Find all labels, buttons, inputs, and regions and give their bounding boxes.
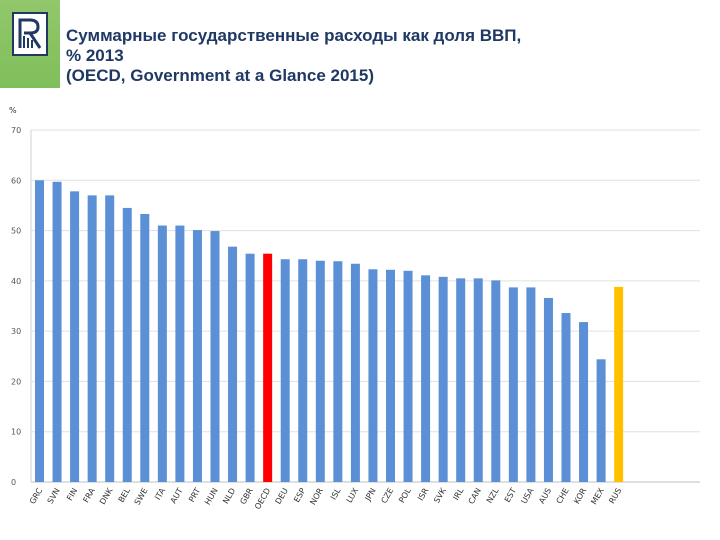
bar-can [473,278,483,482]
y-tick-label: 30 [11,327,21,336]
x-tick-label: USA [520,486,536,505]
x-axis-labels: GRC SVN FIN FRA DNK BEL SWE ITA AUT PRT HUN NLD GBRO… [28,486,623,511]
x-tick-label: KOR [572,486,588,505]
y-unit-label: % [9,106,17,115]
bar-kor [579,322,589,482]
y-tick-label: 20 [11,377,21,386]
x-tick-label: SVN [46,486,62,505]
x-tick-label: SVK [432,486,448,505]
x-tick-label: NOR [308,486,325,506]
bar-usa [526,287,536,482]
bar-fin [70,191,80,482]
y-tick-label: 40 [11,277,21,286]
x-tick-label: GRC [28,486,44,506]
bar-dnk [105,195,115,482]
bars [35,180,624,483]
bar-isl [333,261,343,482]
x-tick-label: ESP [292,486,307,504]
bar-grc [35,180,44,483]
y-axis-labels: 0 10 20 30 40 50 60 70 [11,126,21,487]
bar-isr [421,275,431,482]
bar-jpn [368,269,378,482]
bar-lux [350,263,360,482]
bar-swe [140,213,150,482]
x-tick-label: ISL [329,486,343,501]
x-tick-label: LUX [345,486,361,504]
x-tick-label: ISR [416,486,431,502]
x-tick-label: HUN [203,486,220,506]
x-tick-label: FIN [65,486,79,502]
x-tick-label: BEL [117,486,133,504]
title-cutoff [60,88,720,102]
bar-aus [543,297,553,482]
bar-nor [315,260,325,482]
bar-ita [157,225,167,483]
x-tick-label: CHE [555,487,571,506]
slide-title: Суммарные государственные расходы как до… [66,26,522,85]
x-tick-label: RUS [607,487,623,506]
bar-cze [386,269,395,482]
x-tick-label: SWE [133,487,150,507]
x-tick-label: NLD [221,487,237,506]
x-tick-label: IRL [451,486,465,502]
logo-block [0,0,60,88]
bar-deu [280,259,290,482]
bar-rus [614,286,624,482]
y-tick-label: 70 [11,126,21,135]
x-tick-label: POL [397,486,413,504]
x-tick-label: DEU [274,486,290,505]
x-tick-label: GBR [238,486,255,506]
bar-pol [403,270,413,482]
bar-oecd [263,253,273,482]
x-tick-label: AUS [537,487,553,506]
x-tick-label: CZE [379,487,395,505]
bar-irl [456,278,466,482]
bar-svk [438,276,448,482]
y-tick-label: 10 [11,428,21,437]
x-tick-label: NZL [485,486,501,505]
bar-aut [175,225,185,483]
x-tick-label: EST [503,486,518,504]
bar-gbr [245,253,255,482]
y-tick-label: 50 [11,227,21,236]
x-tick-label: ITA [153,486,167,501]
university-logo-icon [12,12,48,56]
bar-fra [87,195,97,482]
bar-mex [596,359,606,482]
x-tick-label: DNK [98,486,115,506]
x-tick-label: CAN [467,486,483,505]
bar-nzl [491,280,501,482]
x-tick-label: MEX [589,486,606,506]
bar-esp [298,259,308,482]
y-tick-label: 0 [11,478,16,487]
x-tick-label: PRT [187,486,202,503]
bar-bel [122,207,132,482]
bar-est [508,287,518,482]
x-tick-label: AUT [169,486,185,505]
bar-prt [192,230,202,482]
y-tick-label: 60 [11,176,21,185]
bar-che [561,313,571,482]
bar-nld [228,246,238,482]
x-tick-label: OECD [253,487,272,512]
bar-svn [52,181,62,482]
bar-hun [210,231,220,482]
x-tick-label: FRA [81,486,97,504]
x-tick-label: JPN [363,486,378,503]
